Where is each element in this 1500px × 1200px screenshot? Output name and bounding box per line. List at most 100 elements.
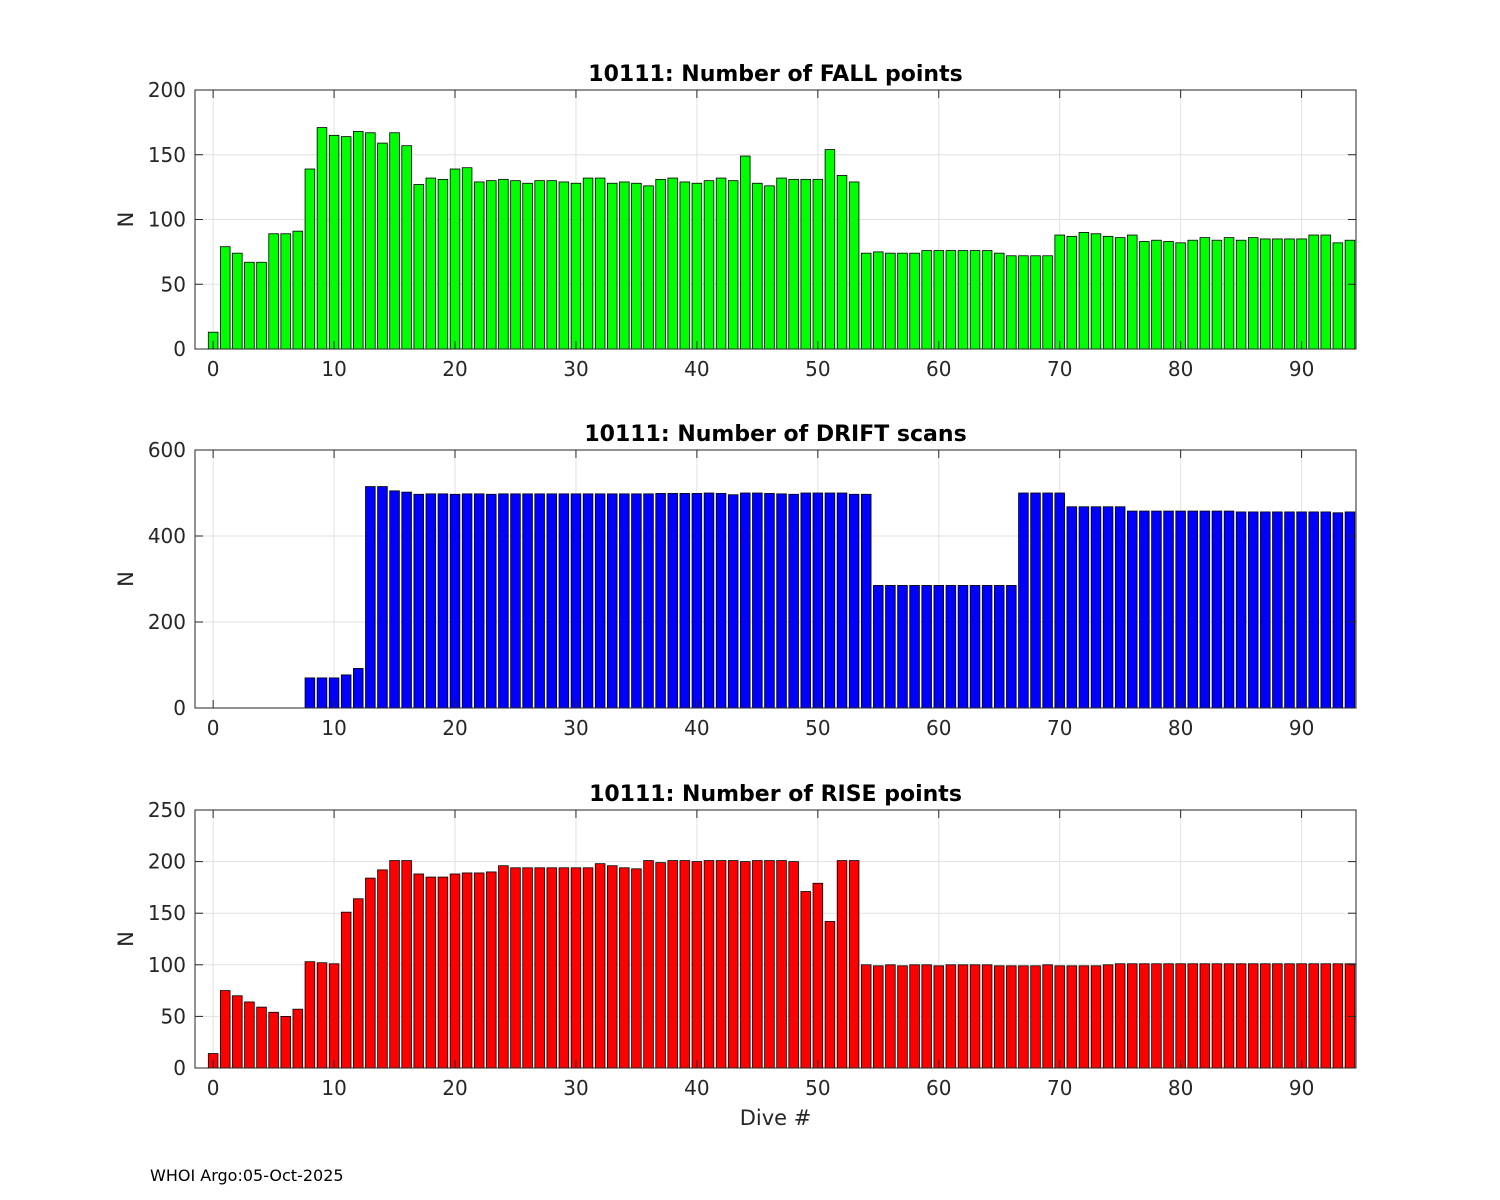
rise-bar — [304, 961, 316, 1069]
drift-bar — [1090, 506, 1102, 709]
fall-bar — [413, 184, 424, 350]
rise-bar — [1078, 965, 1090, 1069]
rise-bar — [232, 995, 243, 1069]
rise-bar — [691, 861, 703, 1069]
rise-y-axis-label: N — [114, 931, 138, 947]
fall-bar — [437, 178, 449, 350]
rise-y-tick-label: 0 — [173, 1056, 186, 1080]
rise-x-tick-label: 0 — [207, 1076, 220, 1100]
fall-bar — [1235, 239, 1247, 350]
drift-chart-title: 10111: Number of DRIFT scans — [584, 422, 966, 447]
drift-bar — [1199, 510, 1211, 709]
drift-bar — [304, 677, 316, 709]
rise-bar — [413, 873, 424, 1069]
fall-bar — [860, 252, 872, 350]
fall-bar — [921, 250, 932, 350]
drift-x-tick-label: 70 — [1047, 716, 1072, 740]
rise-x-tick-label: 80 — [1168, 1076, 1193, 1100]
fall-points-chart: 0 10 20 30 40 50 60 70 80 90 0 50 100 150 200 10111: Nu… — [114, 62, 1357, 381]
rise-bar — [607, 865, 618, 1069]
drift-bar — [655, 493, 666, 709]
rise-bar — [885, 964, 896, 1069]
fall-bar — [643, 185, 654, 350]
drift-bar — [1114, 506, 1126, 709]
fall-y-tick-label: 0 — [173, 337, 186, 361]
fall-bar — [788, 178, 799, 350]
fall-bar — [824, 149, 836, 350]
drift-bar — [836, 492, 848, 709]
drift-bar — [824, 492, 836, 709]
drift-bar — [461, 493, 473, 709]
fall-chart-title: 10111: Number of FALL points — [588, 62, 962, 87]
fall-y-tick-label: 200 — [148, 78, 186, 102]
rise-bar — [619, 867, 630, 1069]
rise-points-chart: 0 10 20 30 40 50 60 70 80 90 0 50 100 150 200 250 10111:… — [114, 782, 1357, 1130]
rise-bar — [340, 911, 352, 1069]
fall-bar — [570, 182, 582, 350]
drift-x-tick-label: 0 — [207, 716, 220, 740]
rise-bar — [1006, 965, 1017, 1069]
fall-x-tick-label: 30 — [563, 357, 588, 381]
drift-bar — [619, 493, 630, 709]
drift-bar — [1102, 506, 1114, 709]
rise-bar — [280, 1016, 291, 1069]
drift-bar — [522, 493, 533, 709]
drift-bar — [848, 493, 860, 709]
fall-bar — [812, 178, 824, 350]
rise-bar — [401, 860, 412, 1069]
rise-bar — [449, 873, 461, 1069]
drift-bar — [1211, 510, 1223, 709]
rise-bar — [1030, 965, 1041, 1069]
fall-bar — [486, 180, 497, 350]
drift-bar — [1151, 510, 1162, 709]
fall-x-tick-label: 0 — [207, 357, 220, 381]
rise-bar — [703, 860, 715, 1069]
rise-y-tick-label: 100 — [148, 953, 186, 977]
drift-bar — [909, 585, 920, 709]
drift-bar — [631, 493, 642, 709]
fall-bar — [631, 182, 642, 350]
fall-bar — [1199, 237, 1211, 350]
fall-bar — [764, 185, 775, 350]
rise-bar — [534, 867, 545, 1069]
rise-x-tick-label: 30 — [563, 1076, 588, 1100]
drift-bar — [1042, 492, 1053, 709]
rise-bar — [631, 868, 642, 1069]
rise-bar — [268, 1011, 279, 1069]
drift-bar — [1054, 492, 1065, 709]
rise-bar — [498, 865, 509, 1069]
rise-x-tick-label: 60 — [926, 1076, 951, 1100]
rise-y-tick-label: 200 — [148, 850, 186, 874]
rise-bar — [1042, 964, 1053, 1069]
drift-bar — [546, 493, 558, 709]
rise-bar — [1187, 963, 1198, 1069]
rise-bar — [655, 862, 666, 1069]
fall-x-tick-label: 20 — [442, 357, 467, 381]
fall-bar — [292, 230, 304, 350]
fall-bar — [679, 181, 691, 350]
fall-bar — [510, 180, 521, 350]
fall-bar — [945, 250, 957, 350]
rise-bar — [776, 860, 787, 1069]
fall-bar — [594, 177, 606, 350]
rise-axes-box — [194, 809, 1357, 1069]
fall-bar — [1344, 239, 1356, 350]
drift-bar — [534, 493, 545, 709]
rise-bar — [1066, 965, 1078, 1069]
rise-bar — [848, 860, 860, 1069]
fall-bar — [244, 261, 255, 350]
drift-bar — [1163, 510, 1174, 709]
rise-bar — [909, 964, 920, 1069]
drift-bar — [1223, 510, 1235, 709]
drift-bar — [340, 674, 352, 709]
rise-bar — [740, 861, 751, 1069]
fall-bar — [268, 233, 279, 350]
fall-x-tick-label: 60 — [926, 357, 951, 381]
drift-bar — [727, 494, 739, 709]
rise-bar — [1114, 963, 1126, 1069]
rise-bar — [546, 867, 558, 1069]
drift-bar — [643, 493, 654, 709]
drift-x-tick-label: 20 — [442, 716, 467, 740]
rise-bar — [522, 867, 533, 1069]
drift-scans-chart: 0 10 20 30 40 50 60 70 80 90 0 200 400 600 10111: Numb… — [114, 422, 1357, 740]
